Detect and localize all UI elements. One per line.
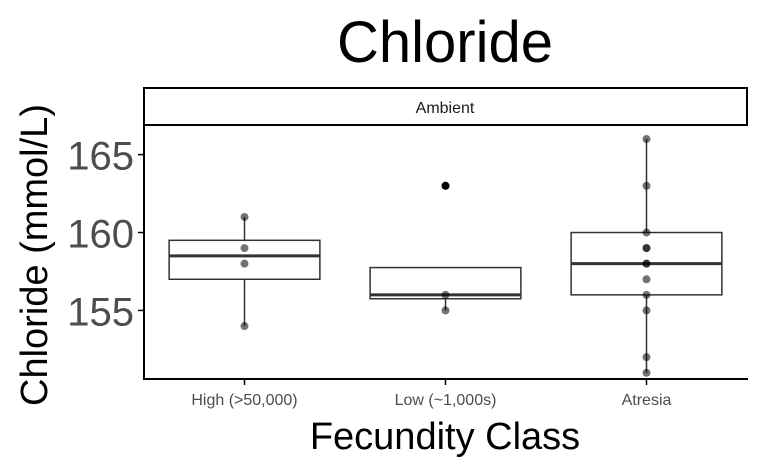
data-point: [642, 275, 651, 284]
y-tick-label: 160: [67, 213, 134, 257]
data-point: [240, 212, 249, 221]
data-point: [642, 306, 651, 315]
x-tick-label: Atresia: [622, 392, 672, 409]
y-axis-title: Chloride (mmol/L): [14, 104, 56, 406]
data-point: [642, 228, 651, 237]
data-point: [642, 353, 651, 362]
data-point: [642, 290, 651, 299]
facet-label: Ambient: [416, 100, 475, 117]
data-point: [240, 259, 249, 268]
facet-strip: [143, 87, 748, 126]
x-axis-title: Fecundity Class: [310, 416, 580, 458]
plot-panel: [168, 135, 723, 377]
data-point: [642, 259, 651, 268]
chart-title: Chloride: [337, 10, 553, 75]
data-point: [240, 322, 249, 331]
x-tick-label: High (>50,000): [191, 392, 297, 409]
y-axis-ticks: 155 160 165: [67, 135, 144, 334]
y-tick-label: 155: [67, 290, 134, 334]
data-point: [642, 181, 651, 190]
data-point: [441, 181, 450, 190]
data-point: [642, 244, 651, 253]
data-point: [642, 135, 651, 144]
data-point: [441, 290, 450, 299]
x-tick-label: Low (~1,000s): [395, 392, 497, 409]
data-point: [441, 306, 450, 315]
data-point: [240, 244, 249, 253]
y-tick-label: 165: [67, 135, 134, 179]
data-point: [642, 368, 651, 377]
x-axis-ticks: High (>50,000) Low (~1,000s) Atresia: [191, 379, 672, 409]
